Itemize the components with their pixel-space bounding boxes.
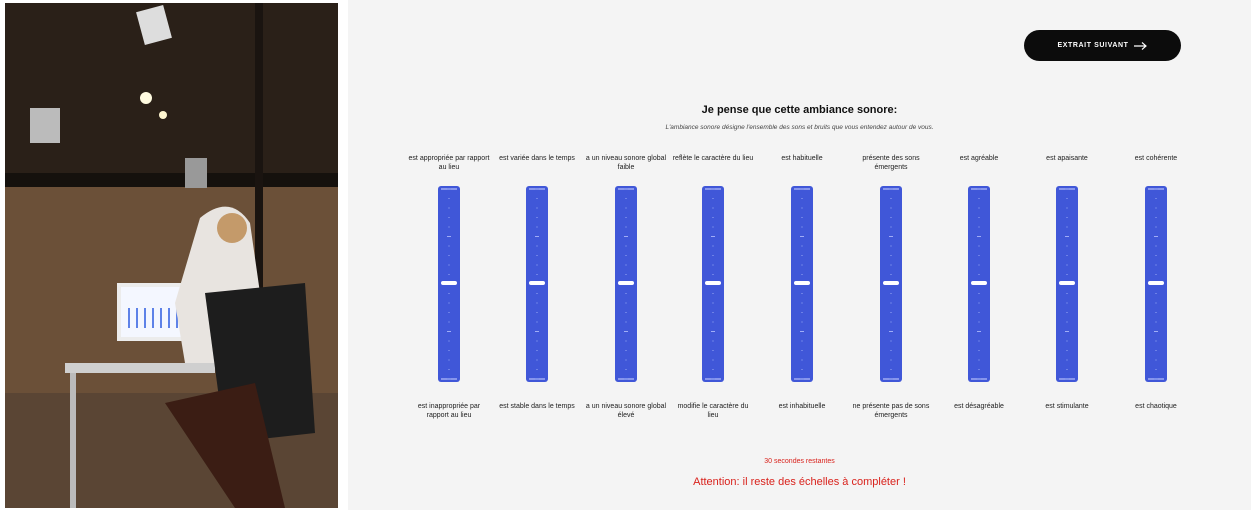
- next-button[interactable]: EXTRAIT SUIVANT: [1024, 30, 1181, 61]
- scale-bottom-label: ne présente pas de sons émergents: [852, 403, 930, 419]
- slider[interactable]: [614, 185, 638, 383]
- scale-bottom-label: modifie le caractère du lieu: [677, 403, 749, 419]
- slider-handle[interactable]: [971, 281, 987, 285]
- arrow-icon: [1133, 41, 1147, 50]
- scale-bottom-label: a un niveau sonore global élevé: [585, 403, 667, 419]
- slider-handle[interactable]: [794, 281, 810, 285]
- slider[interactable]: [701, 185, 725, 383]
- slider-handle[interactable]: [1059, 281, 1075, 285]
- scale-top-label: a un niveau sonore global faible: [585, 155, 667, 171]
- scale-bottom-label: est désagréable: [954, 403, 1004, 410]
- slider[interactable]: [437, 185, 461, 383]
- scale-top-label: est apaisante: [1046, 155, 1088, 162]
- scale-top-label: est agréable: [959, 155, 999, 162]
- slider-handle[interactable]: [529, 281, 545, 285]
- slider-handle[interactable]: [441, 281, 457, 285]
- slider[interactable]: [525, 185, 549, 383]
- scale-bottom-label: est chaotique: [1135, 403, 1177, 410]
- scale-bottom-label: est inappropriée par rapport au lieu: [417, 403, 481, 419]
- question-subtitle: L'ambiance sonore désigne l'ensemble des…: [665, 124, 934, 131]
- slider-handle[interactable]: [1148, 281, 1164, 285]
- scale-top-label: présente des sons émergents: [862, 155, 920, 171]
- scale-top-label: est appropriée par rapport au lieu: [408, 155, 490, 171]
- slider[interactable]: [1055, 185, 1079, 383]
- slider[interactable]: [967, 185, 991, 383]
- slider-handle[interactable]: [618, 281, 634, 285]
- timer: 30 secondes restantes: [764, 458, 835, 465]
- slider-handle[interactable]: [883, 281, 899, 285]
- scale-top-label: est variée dans le temps: [499, 155, 575, 162]
- scale-bottom-label: est stable dans le temps: [499, 403, 575, 410]
- scale-top-label: reflète le caractère du lieu: [672, 155, 754, 162]
- slider[interactable]: [790, 185, 814, 383]
- scale-top-label: est habituelle: [781, 155, 823, 162]
- scale-top-label: est cohérente: [1134, 155, 1178, 162]
- slider[interactable]: [879, 185, 903, 383]
- question-title: Je pense que cette ambiance sonore:: [701, 104, 898, 116]
- photo: [5, 3, 338, 508]
- next-button-label: EXTRAIT SUIVANT: [1057, 42, 1129, 49]
- slider-handle[interactable]: [705, 281, 721, 285]
- warning: Attention: il reste des échelles à compl…: [693, 476, 906, 488]
- survey-panel: EXTRAIT SUIVANT Je pense que cette ambia…: [348, 0, 1251, 510]
- scale-bottom-label: est inhabituelle: [778, 403, 826, 410]
- scale-bottom-label: est stimulante: [1045, 403, 1089, 410]
- slider[interactable]: [1144, 185, 1168, 383]
